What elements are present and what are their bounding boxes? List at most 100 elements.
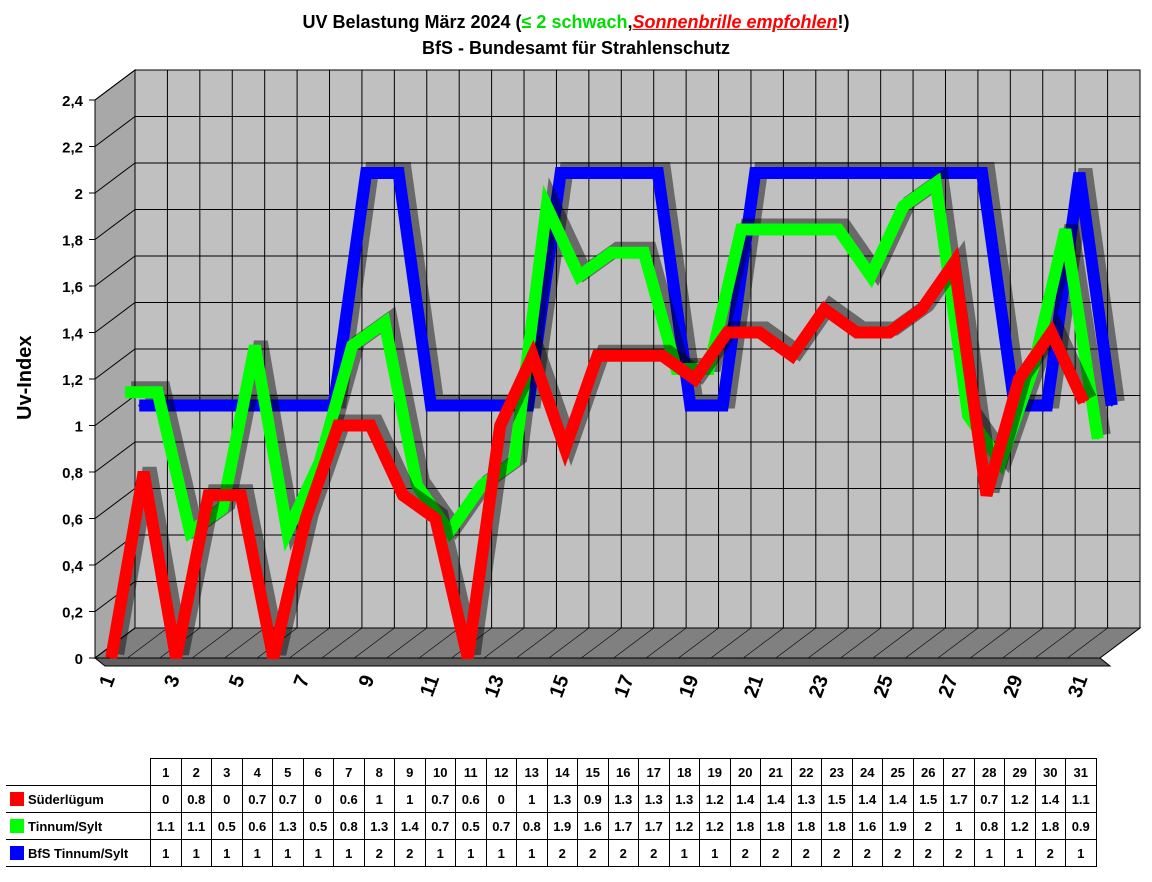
table-cell: 1.2 xyxy=(699,785,731,813)
table-cell: 1.7 xyxy=(943,785,975,813)
table-cell: 1 xyxy=(211,839,243,867)
table-header-cell: 26 xyxy=(912,758,944,786)
data-point xyxy=(401,494,404,497)
legend-entry: BfS Tinnum/Sylt xyxy=(6,839,151,867)
data-point xyxy=(203,404,206,407)
data-point xyxy=(661,354,664,357)
table-cell: 0.5 xyxy=(455,812,487,840)
table-header-cell: 25 xyxy=(882,758,914,786)
table-header-cell: 23 xyxy=(821,758,853,786)
table-cell: 1 xyxy=(1065,839,1097,867)
floor-grid-line xyxy=(775,627,816,659)
floor-grid-line xyxy=(645,627,687,659)
data-point xyxy=(981,172,984,174)
data-point xyxy=(253,344,256,347)
data-point xyxy=(466,657,469,659)
table-cell: 0.7 xyxy=(241,785,273,813)
table-cell: 0.6 xyxy=(455,785,487,813)
table-cell: 1.1 xyxy=(180,812,212,840)
x-tick-label: 27 xyxy=(935,672,963,700)
grid-line-diagonal xyxy=(94,69,136,101)
table-row: BfS Tinnum/Sylt 1 1 1 1 1 1 1 2 2 1 1 1 1 2 2 2 2 1 1 2 2 2 2 2 2… xyxy=(6,839,1097,867)
table-header-cell: 30 xyxy=(1034,758,1066,786)
floor-grid-line xyxy=(1099,627,1141,659)
table-cell: 1.2 xyxy=(699,812,731,840)
table-cell: 0.9 xyxy=(577,785,609,813)
data-point xyxy=(791,354,794,357)
data-point xyxy=(239,494,242,497)
floor-grid-line xyxy=(970,627,1011,659)
table-header-cell: 9 xyxy=(394,758,426,786)
data-point xyxy=(948,172,951,174)
floor-grid-line xyxy=(386,627,427,659)
data-point xyxy=(434,517,437,520)
data-point xyxy=(156,391,159,394)
data-point xyxy=(207,494,210,497)
data-point xyxy=(189,530,192,533)
data-point xyxy=(772,228,775,231)
table-header-cell: 14 xyxy=(546,758,578,786)
data-point xyxy=(286,530,289,533)
data-point xyxy=(726,331,729,334)
y-tick-label: 1,6 xyxy=(62,279,83,296)
table-cell: 1 xyxy=(333,839,365,867)
data-point xyxy=(693,378,696,380)
title-comma: , xyxy=(627,12,633,32)
table-header-cell: 2 xyxy=(180,758,212,786)
data-point xyxy=(656,172,659,174)
table-header-cell: 19 xyxy=(699,758,731,786)
y-tick-label: 1,8 xyxy=(62,233,83,250)
legend-swatch xyxy=(10,818,24,833)
table-header-cell: 4 xyxy=(241,758,273,786)
grid-line-diagonal xyxy=(94,255,136,287)
table-header-cell: 20 xyxy=(729,758,761,786)
x-tick-label: 13 xyxy=(481,672,509,700)
table-cell: 0.8 xyxy=(516,812,548,840)
chart-area: 00,20,40,60,811,21,41,61,822,22,41 3 5 7 9 11… xyxy=(62,69,1142,701)
table-cell: 0.7 xyxy=(272,785,304,813)
legend-entry: Süderlügum xyxy=(6,785,151,813)
data-point xyxy=(513,461,516,463)
data-point xyxy=(448,530,451,533)
floor-grid-line xyxy=(710,627,752,659)
table-header-row: 1 2 3 4 5 6 7 8 9 10 11 12 13 14 15 16 17 18 19 20 21 22 23 24 2… xyxy=(6,758,1097,786)
floor-grid-line xyxy=(224,627,265,659)
data-point xyxy=(527,404,530,407)
floor-grid-line xyxy=(483,627,525,659)
title-green-part: ≤ 2 schwach xyxy=(521,12,628,32)
data-point xyxy=(624,172,627,174)
table-header-cell: 31 xyxy=(1065,758,1097,786)
data-point xyxy=(1017,378,1020,380)
data-point xyxy=(124,391,127,394)
data-point xyxy=(480,484,483,487)
floor-grid-line xyxy=(1002,627,1043,659)
table-cell: 0.7 xyxy=(424,812,456,840)
data-point xyxy=(628,354,631,357)
data-point xyxy=(138,404,141,407)
table-corner xyxy=(6,759,151,786)
data-point xyxy=(610,251,613,254)
table-cell: 0.9 xyxy=(1065,812,1097,840)
table-cell: 0.8 xyxy=(973,812,1005,840)
data-point xyxy=(754,172,757,174)
floor-grid-line xyxy=(1034,627,1076,659)
table-cell: 1.8 xyxy=(790,812,822,840)
table-cell: 0.6 xyxy=(241,812,273,840)
floor-grid-line xyxy=(419,627,460,659)
legend-label: Tinnum/Sylt xyxy=(28,818,103,834)
table-cell: 2 xyxy=(638,839,670,867)
floor-grid-line xyxy=(321,627,363,659)
table-cell: 1.7 xyxy=(638,812,670,840)
floor-grid-line xyxy=(127,627,168,659)
x-tick-label: 9 xyxy=(355,672,379,690)
legend-swatch xyxy=(10,845,24,860)
table-cell: 1 xyxy=(272,839,304,867)
data-point xyxy=(397,172,400,174)
data-point xyxy=(721,404,724,407)
table-cell: 2 xyxy=(1034,839,1066,867)
table-cell: 2 xyxy=(546,839,578,867)
table-cell: 2 xyxy=(729,839,761,867)
y-axis-label: Uv-Index xyxy=(14,335,36,420)
x-tick-label: 29 xyxy=(999,672,1027,700)
table-cell: 1.2 xyxy=(1004,812,1036,840)
